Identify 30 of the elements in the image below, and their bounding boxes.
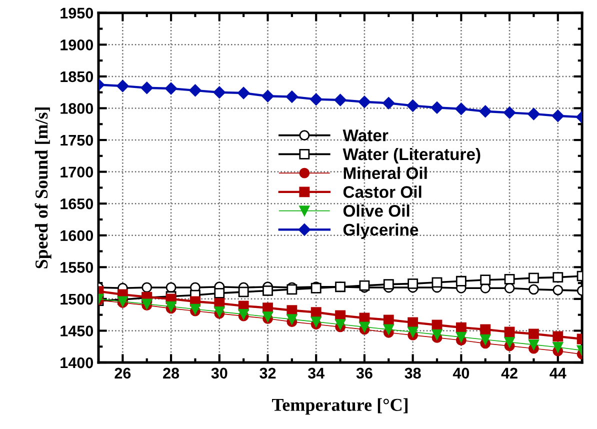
legend-label: Castor Oil	[343, 186, 422, 198]
x-tick-label: 42	[501, 368, 518, 378]
legend-label: Olive Oil	[343, 204, 410, 217]
legend-label: Mineral Oil	[344, 166, 427, 180]
y-tick-label: 1750	[60, 134, 94, 146]
x-tick-label: 36	[356, 368, 372, 379]
legend-label: Water (Literature)	[342, 148, 480, 164]
x-tick-label: 38	[404, 368, 421, 379]
x-tick-label: 34	[308, 368, 325, 379]
x-tick-label: 28	[163, 368, 180, 379]
x-tick-label: 30	[211, 368, 228, 379]
x-tick-label: 26	[114, 368, 131, 379]
y-axis-title: Speed of Sound [m/s]	[34, 108, 52, 268]
y-tick-label: 1650	[60, 198, 94, 210]
y-tick-label: 1700	[60, 166, 94, 178]
x-tick-label: 32	[260, 368, 276, 379]
y-tick-label: 1400	[60, 357, 94, 368]
y-tick-label: 1800	[60, 103, 94, 114]
y-tick-label: 1600	[60, 230, 94, 242]
x-axis-title: Temperature [°C]	[272, 398, 408, 415]
x-tick-label: 40	[452, 368, 470, 379]
x-tick-label: 44	[550, 368, 566, 378]
y-tick-label: 1950	[60, 8, 94, 19]
y-tick-label: 1450	[60, 326, 94, 336]
y-tick-label: 1550	[60, 262, 94, 273]
y-tick-label: 1900	[60, 40, 94, 50]
y-tick-label: 1500	[60, 294, 94, 305]
y-tick-label: 1850	[60, 71, 94, 82]
legend-label: Glycerine	[343, 223, 418, 239]
legend-label: Water	[342, 130, 388, 142]
